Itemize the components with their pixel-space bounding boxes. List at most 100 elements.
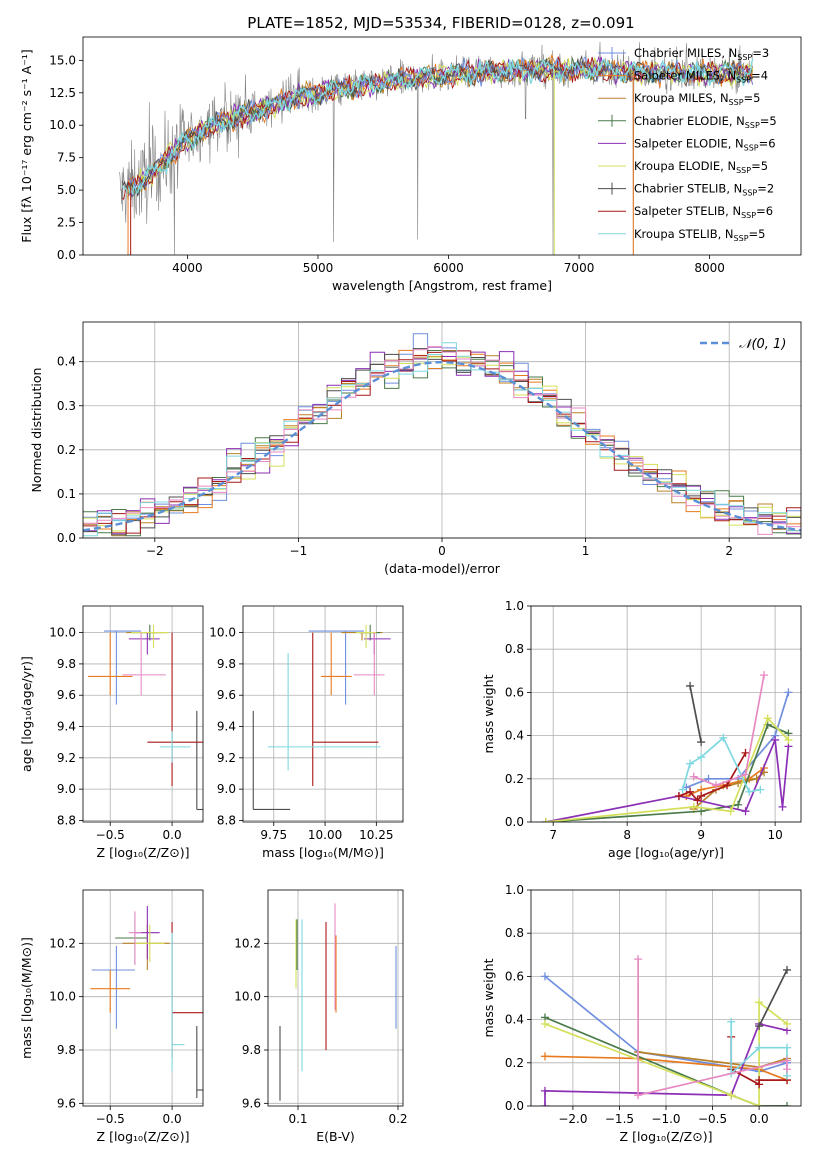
panel-mass_vs_EBV: 0.1 0.2 9.6 9.8 10.0 10.2 E(B-V) (234, 889, 408, 1144)
legend-label: Salpeter ELODIE, NSSP=6 (634, 136, 776, 152)
y-tick-label: 10.0 (209, 626, 236, 640)
x-tick-label: −1 (290, 544, 308, 558)
mass-weight-series (637, 959, 788, 1097)
plus-marker (783, 1065, 792, 1074)
y-tick-label: 9.6 (57, 1096, 76, 1110)
plus-marker (778, 802, 787, 811)
x-tick-label: 6000 (433, 261, 464, 275)
errorbar-point (122, 632, 166, 696)
plus-marker (697, 792, 706, 801)
axes-frame (267, 889, 404, 1107)
y-tick-label: 0.6 (505, 685, 524, 699)
y-tick-label: 2.5 (57, 216, 76, 230)
y-tick-label: 10.0 (49, 626, 76, 640)
axes-frame (82, 889, 204, 1107)
plus-marker (755, 1076, 764, 1085)
plus-marker (726, 807, 735, 816)
errorbar-point (353, 632, 385, 696)
panel-spectrum: 4000 5000 6000 7000 8000 0.0 2.5 5.0 7.5 10.0 12.5… (19, 36, 802, 293)
y-tick-label: 0.2 (505, 1056, 524, 1070)
plus-marker (540, 1019, 549, 1028)
plus-marker (783, 965, 792, 974)
x-axis-label: wavelength [Angstrom, rest frame] (332, 278, 552, 293)
x-tick-label: 9.75 (260, 828, 287, 842)
axes-frame (242, 605, 404, 823)
errorbar-point (128, 911, 142, 965)
plus-marker (734, 779, 743, 788)
plus-marker (540, 1102, 549, 1106)
x-tick-label: 0.1 (288, 1112, 307, 1126)
plus-marker (689, 772, 698, 781)
x-tick-label: 7000 (564, 261, 595, 275)
y-tick-label: 9.8 (242, 1043, 261, 1057)
plot-area-mass_vs_EBV (279, 903, 397, 1101)
legend-label: Chabrier STELIB, NSSP=2 (634, 182, 774, 198)
errorbar-point (104, 630, 142, 705)
panel-massweight_vs_Z: −2.0 −1.5 −1.0 −0.5 0.0 0.0 0.2 0.4 0.6 0.8 1.0 Z [… (481, 883, 802, 1144)
mass-weight-series (544, 975, 788, 1073)
observed-spectrum (119, 41, 753, 255)
panel-massweight_vs_age: 7 8 9 10 0.0 0.2 0.4 0.6 0.8 1.0 age [log₁₀(age/yr… (481, 599, 802, 860)
errorbar-point (267, 652, 381, 771)
plot-area-age_vs_Z (87, 624, 203, 811)
plus-marker (783, 1043, 792, 1052)
errorbar-point (252, 710, 291, 811)
plot-area-massweight_vs_Z (540, 955, 792, 1106)
figure-title: PLATE=1852, MJD=53534, FIBERID=0128, z=0… (247, 14, 634, 32)
x-tick-label: 8 (623, 828, 631, 842)
plus-marker (745, 787, 754, 796)
plot-area-residuals (83, 333, 801, 537)
y-tick-label: 9.8 (217, 657, 236, 671)
plus-marker (697, 738, 706, 747)
plus-marker (741, 807, 750, 816)
y-tick-label: 9.2 (57, 751, 76, 765)
errorbar-point (128, 632, 160, 655)
y-tick-label: 9.6 (217, 688, 236, 702)
y-tick-label: 9.8 (57, 1043, 76, 1057)
plus-marker (741, 770, 750, 779)
x-tick-label: 8000 (694, 261, 725, 275)
errorbar-point (355, 624, 377, 649)
plus-marker (734, 800, 743, 809)
y-tick-label: 9.0 (217, 782, 236, 796)
errorbar-point (159, 731, 191, 763)
x-axis-label: (data-model)/error (384, 561, 501, 576)
y-tick-label: 0.0 (505, 1099, 524, 1113)
y-tick-label: 1.0 (505, 599, 524, 613)
y-tick-label: 9.6 (242, 1096, 261, 1110)
plus-marker (540, 1052, 549, 1061)
mass-weight-series (693, 674, 765, 787)
errorbar-point (196, 710, 203, 811)
mass-weight-series (544, 1000, 788, 1106)
legend-label: Kroupa ELODIE, NSSP=5 (634, 159, 768, 175)
plus-marker (771, 735, 780, 744)
x-tick-label: 2 (725, 544, 733, 558)
x-tick-label: 0 (438, 544, 446, 558)
y-tick-label: 9.4 (57, 720, 76, 734)
model-spectrum (121, 54, 754, 198)
y-tick-label: 0.4 (505, 1013, 524, 1027)
y-tick-label: 9.4 (217, 720, 236, 734)
y-tick-label: 0.4 (57, 355, 76, 369)
y-tick-label: 8.8 (217, 813, 236, 827)
x-axis-label: Z [log₁₀(Z/Z⊙)] (97, 845, 190, 860)
panel-age_vs_Z: −0.5 0.0 8.8 9.0 9.2 9.4 9.6 9.8 10.0 Z [log₁₀(Z/… (19, 605, 204, 860)
x-tick-label: 0.0 (750, 1112, 769, 1126)
x-tick-label: 9 (697, 828, 705, 842)
legend-label: 𝒩(0, 1) (739, 337, 786, 352)
plot-area-mass_vs_Z (90, 906, 203, 1098)
y-tick-label: 10.2 (49, 936, 76, 950)
plus-marker (755, 1043, 764, 1052)
x-tick-label: −0.5 (96, 828, 125, 842)
normal-reference-curve (83, 360, 801, 532)
plus-marker (763, 714, 772, 723)
legend-label: Chabrier MILES, NSSP=3 (634, 46, 769, 62)
x-tick-label: −1.0 (651, 1112, 680, 1126)
plus-marker (686, 681, 695, 690)
errorbar-point (90, 970, 131, 1013)
y-tick-label: 0.0 (57, 531, 76, 545)
y-tick-label: 0.4 (505, 729, 524, 743)
y-tick-label: 9.6 (57, 688, 76, 702)
